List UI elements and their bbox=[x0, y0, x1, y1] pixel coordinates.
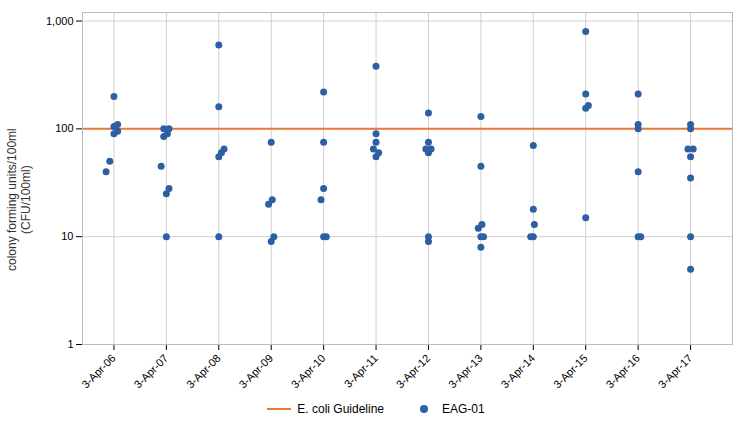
svg-text:3-Apr-12: 3-Apr-12 bbox=[394, 352, 433, 391]
html-text:EAG-01: EAG-01 bbox=[442, 402, 485, 416]
svg-text:1,000: 1,000 bbox=[46, 15, 74, 27]
svg-text:10: 10 bbox=[61, 230, 73, 242]
svg-text:3-Apr-17: 3-Apr-17 bbox=[656, 352, 695, 391]
svg-text:3-Apr-09: 3-Apr-09 bbox=[236, 352, 275, 391]
svg-text:3-Apr-16: 3-Apr-16 bbox=[603, 352, 642, 391]
svg-text:3-Apr-14: 3-Apr-14 bbox=[498, 352, 537, 391]
html-text:E. coli Guideline: E. coli Guideline bbox=[297, 402, 384, 416]
svg-text:3-Apr-13: 3-Apr-13 bbox=[446, 352, 485, 391]
svg-text:1: 1 bbox=[67, 338, 73, 350]
svg-text:3-Apr-15: 3-Apr-15 bbox=[551, 352, 590, 391]
html-text:colony forming units/100ml (CF: colony forming units/100ml (CFU/100ml) bbox=[5, 128, 33, 272]
svg-text:3-Apr-08: 3-Apr-08 bbox=[184, 352, 223, 391]
svg-text:3-Apr-10: 3-Apr-10 bbox=[289, 352, 328, 391]
svg-text:3-Apr-07: 3-Apr-07 bbox=[132, 352, 171, 391]
svg-text:100: 100 bbox=[55, 122, 73, 134]
svg-text:3-Apr-11: 3-Apr-11 bbox=[342, 352, 380, 390]
svg-text:3-Apr-06: 3-Apr-06 bbox=[79, 352, 118, 391]
